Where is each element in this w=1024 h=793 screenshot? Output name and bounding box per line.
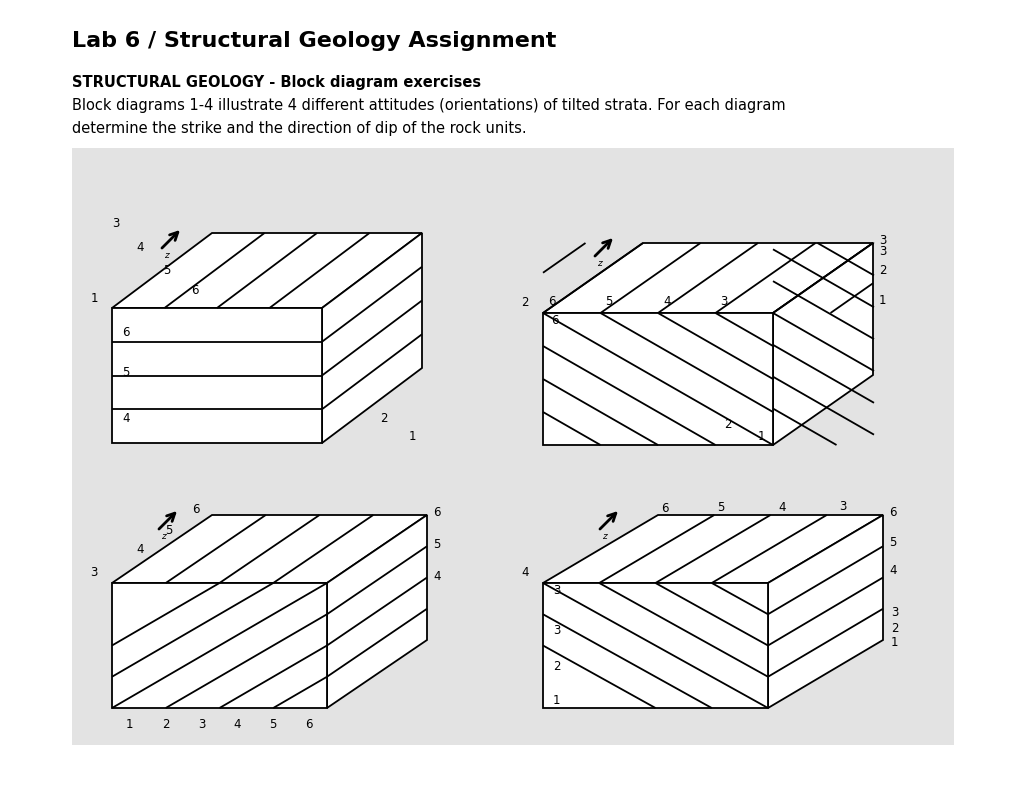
- Text: 6: 6: [191, 285, 199, 297]
- Text: 3: 3: [113, 217, 120, 230]
- Text: Block diagrams 1-4 illustrate 4 different attitudes (orientations) of tilted str: Block diagrams 1-4 illustrate 4 differen…: [72, 98, 785, 136]
- Text: 5: 5: [122, 366, 129, 379]
- Text: 4: 4: [136, 542, 143, 556]
- Text: 6: 6: [551, 315, 558, 328]
- Text: 3: 3: [879, 235, 887, 247]
- Text: 5: 5: [165, 523, 173, 537]
- Text: 1: 1: [409, 430, 416, 442]
- Text: z: z: [597, 259, 602, 268]
- Polygon shape: [543, 243, 873, 313]
- Text: 3: 3: [891, 606, 898, 619]
- Text: 3: 3: [721, 295, 728, 308]
- Text: 1: 1: [553, 694, 560, 707]
- Text: 6: 6: [305, 718, 313, 731]
- Polygon shape: [768, 515, 883, 708]
- Text: STRUCTURAL GEOLOGY - Block diagram exercises: STRUCTURAL GEOLOGY - Block diagram exerc…: [72, 75, 481, 90]
- Text: 2: 2: [891, 622, 898, 634]
- Text: 6: 6: [889, 507, 896, 519]
- Text: 1: 1: [126, 718, 134, 731]
- Text: 5: 5: [163, 263, 171, 277]
- Text: 4: 4: [433, 570, 440, 584]
- Text: 4: 4: [889, 565, 896, 577]
- Text: 2: 2: [380, 412, 388, 425]
- Polygon shape: [543, 313, 773, 445]
- FancyBboxPatch shape: [72, 148, 954, 745]
- Polygon shape: [112, 308, 322, 443]
- Text: 2: 2: [724, 419, 732, 431]
- Polygon shape: [112, 233, 422, 308]
- Text: 4: 4: [233, 718, 242, 731]
- Text: 3: 3: [839, 500, 846, 513]
- Text: 3: 3: [553, 624, 560, 637]
- Text: 5: 5: [889, 537, 896, 550]
- Text: 1: 1: [758, 431, 765, 443]
- Text: 1: 1: [891, 637, 898, 649]
- Polygon shape: [112, 583, 327, 708]
- Text: 5: 5: [605, 295, 612, 308]
- Text: 3: 3: [553, 584, 560, 597]
- Polygon shape: [322, 233, 422, 443]
- Polygon shape: [543, 515, 883, 583]
- Text: 3: 3: [198, 718, 205, 731]
- Text: 2: 2: [162, 718, 170, 731]
- Text: 1: 1: [90, 292, 98, 305]
- Text: 5: 5: [269, 718, 276, 731]
- Text: 5: 5: [718, 501, 725, 515]
- Text: Lab 6 / Structural Geology Assignment: Lab 6 / Structural Geology Assignment: [72, 31, 556, 51]
- Text: 1: 1: [879, 294, 887, 308]
- Text: 3: 3: [879, 245, 887, 258]
- Text: 4: 4: [521, 566, 529, 580]
- Text: 3: 3: [91, 566, 98, 580]
- Text: 6: 6: [433, 507, 440, 519]
- Text: 4: 4: [136, 241, 143, 254]
- Text: 6: 6: [662, 502, 669, 515]
- Polygon shape: [112, 515, 427, 583]
- Text: 5: 5: [433, 538, 440, 551]
- Text: 2: 2: [521, 297, 529, 309]
- Text: 4: 4: [122, 412, 129, 425]
- Text: 6: 6: [548, 295, 555, 308]
- Text: z: z: [164, 251, 169, 260]
- Polygon shape: [543, 583, 768, 708]
- Polygon shape: [327, 515, 427, 708]
- Text: 2: 2: [553, 661, 560, 673]
- Polygon shape: [773, 243, 873, 445]
- Text: z: z: [602, 532, 607, 541]
- Text: 6: 6: [193, 504, 200, 516]
- Text: 4: 4: [663, 295, 671, 308]
- Text: 4: 4: [778, 501, 785, 514]
- Text: 2: 2: [879, 265, 887, 278]
- Text: 6: 6: [122, 326, 129, 339]
- Text: z: z: [161, 532, 166, 541]
